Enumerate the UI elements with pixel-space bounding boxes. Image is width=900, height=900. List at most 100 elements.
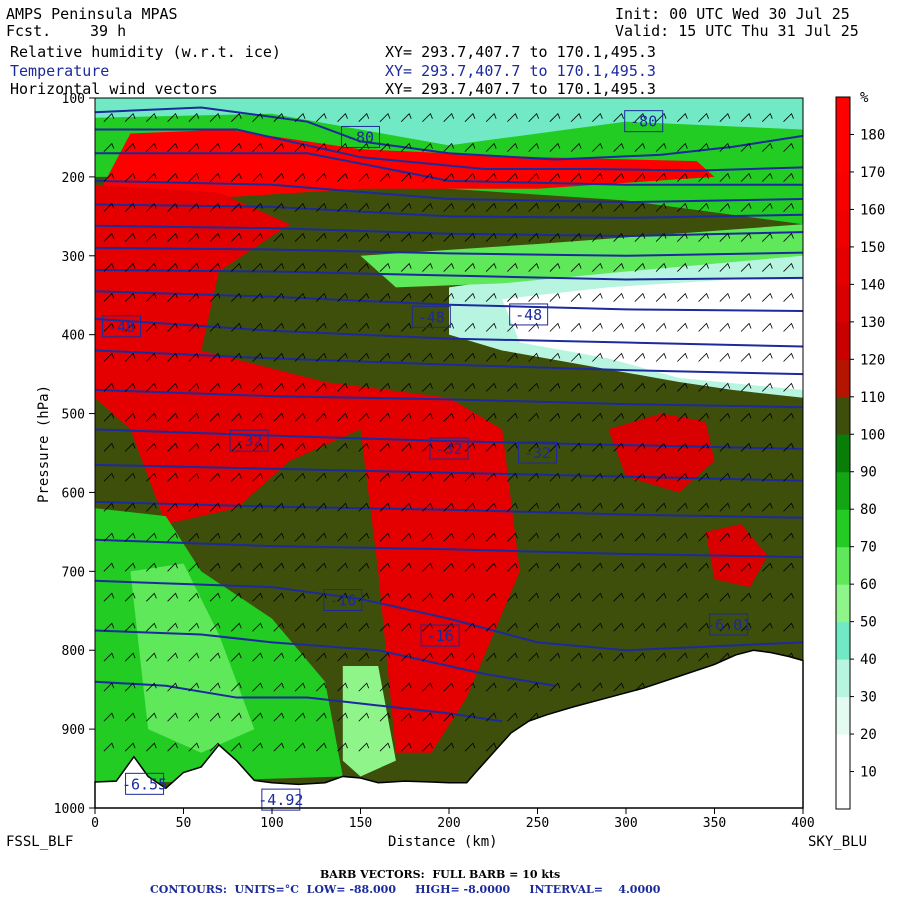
wind-barb [613,502,624,512]
wind-barb [719,382,731,392]
x-axis-label: Distance (km) [388,834,498,850]
wind-barb [400,712,412,722]
wind-barb [422,682,433,692]
wind-barb [677,262,688,272]
colorbar-tick-label: 180 [860,127,885,143]
wind-barb [273,682,285,692]
wind-barb [464,472,476,482]
wind-barb [485,232,497,242]
colorbar-segment [836,284,850,323]
valid-time: Valid: 15 UTC Thu 31 Jul 25 [615,22,859,40]
wind-barb [549,562,561,572]
wind-barb [103,682,115,692]
wind-barb [677,472,688,482]
wind-barb [337,352,348,362]
wind-barb [146,712,157,722]
wind-barb [443,622,455,632]
wind-barb [209,292,221,302]
wind-barb [740,262,752,272]
wind-barb [762,262,773,272]
colorbar-tick-label: 60 [860,577,877,593]
wind-barb [422,712,433,722]
wind-barb [188,742,200,752]
wind-barb [252,712,263,722]
wind-barb [677,292,688,302]
contour-label: -6.01 [706,616,751,634]
wind-barb [400,232,412,242]
wind-barb [592,202,603,212]
wind-barb [294,142,306,152]
wind-barb [485,112,497,122]
wind-barb [655,352,667,362]
wind-barb [294,472,306,482]
wind-barb [273,562,285,572]
wind-barb [485,262,497,272]
wind-barb [507,322,518,332]
contour-label: -32 [435,440,462,458]
wind-barb [485,202,497,212]
wind-barb [698,292,709,302]
wind-barb [252,262,263,272]
wind-barb [294,322,306,332]
wind-barb [422,412,433,422]
wind-barb [400,172,412,182]
wind-barb [740,112,752,122]
wind-barb [294,742,306,752]
wind-barb [634,322,646,332]
wind-barb [464,622,476,632]
start-station-label: FSSL_BLF [6,834,74,850]
wind-barb [358,202,370,212]
wind-barb [677,562,688,572]
wind-barb [719,562,731,572]
wind-barb [592,232,603,242]
wind-barb [762,322,773,332]
wind-barb [783,622,794,632]
wind-barb [103,502,115,512]
wind-barb [549,352,561,362]
wind-barb [549,262,561,272]
wind-barb [549,292,561,302]
wind-barb [379,352,391,362]
wind-barb [677,442,688,452]
wind-barb [719,532,731,542]
colorbar-segment [836,134,850,173]
contour-label: -48 [515,306,542,324]
wind-barb [740,502,752,512]
wind-barb [613,352,624,362]
wind-barb [507,712,518,722]
wind-barb [167,232,178,242]
wind-barb [400,742,412,752]
wind-barb [231,532,242,542]
colorbar-tick-label: 50 [860,615,877,631]
wind-barb [443,202,455,212]
wind-barb [613,592,624,602]
wind-barb [443,382,455,392]
wind-barb [719,232,731,242]
wind-barb [167,742,178,752]
colorbar-segment [836,471,850,510]
wind-barb [103,142,115,152]
wind-barb [146,532,157,542]
wind-barb [443,442,455,452]
wind-barb [231,502,242,512]
wind-barb [103,712,115,722]
wind-barb [549,412,561,422]
wind-barb [379,382,391,392]
isotherm-13 [94,463,804,482]
wind-barb [337,712,348,722]
wind-barb [273,322,285,332]
y-tick-label: 1000 [54,802,85,817]
wind-barb [592,562,603,572]
wind-barb [231,472,242,482]
wind-barb [485,442,497,452]
wind-barb [634,112,646,122]
wind-barb [634,382,646,392]
barb-legend: BARB VECTORS: FULL BARB = 10 kts [320,868,561,881]
wind-barb [422,292,433,302]
wind-barb [273,532,285,542]
y-axis-label: Pressure (hPa) [36,384,52,503]
wind-barb [379,502,391,512]
wind-barb [252,502,263,512]
wind-barb [103,742,115,752]
wind-barb [740,622,752,632]
